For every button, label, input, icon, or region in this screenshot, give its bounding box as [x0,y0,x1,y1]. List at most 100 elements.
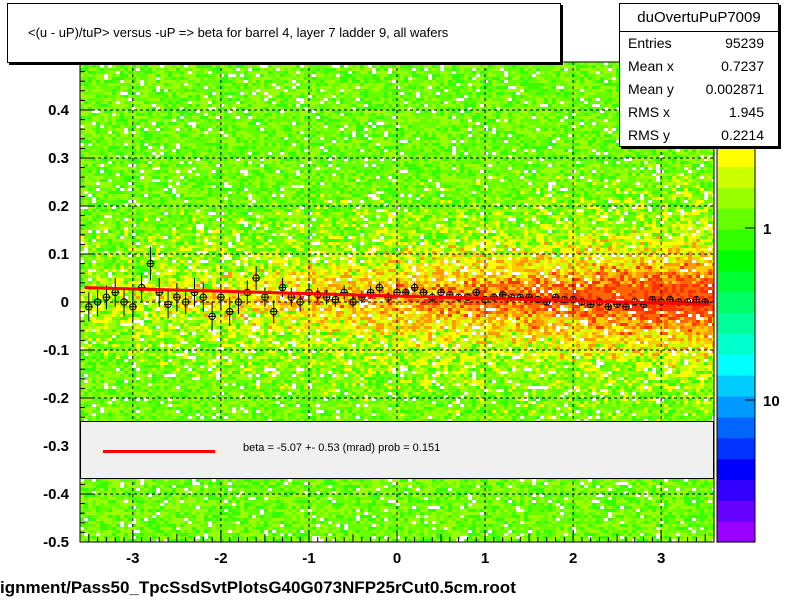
heatmap-cell [452,137,456,140]
heatmap-cell [572,86,576,89]
heatmap-cell [116,137,120,140]
heatmap-cell [156,125,160,128]
heatmap-cell [616,125,620,128]
heatmap-cell [276,68,280,71]
heatmap-cell [112,116,116,119]
heatmap-cell [80,155,84,158]
heatmap-cell [168,137,172,140]
heatmap-cell [176,143,180,146]
heatmap-cell [464,134,468,137]
heatmap-cell [456,113,460,116]
heatmap-cell [248,116,252,119]
heatmap-cell [304,128,308,131]
heatmap-cell [480,98,484,101]
heatmap-cell [312,116,316,119]
heatmap-cell [196,125,200,128]
heatmap-cell [472,152,476,155]
heatmap-cell [604,119,608,122]
heatmap-cell [536,104,540,107]
heatmap-cell [584,89,588,92]
heatmap-cell [348,137,352,140]
heatmap-cell [432,98,436,101]
heatmap-cell [500,89,504,92]
heatmap-cell [576,137,580,140]
heatmap-cell [372,95,376,98]
heatmap-cell [568,137,572,140]
heatmap-cell [608,143,612,146]
heatmap-cell [248,101,252,104]
heatmap-cell [560,83,564,86]
heatmap-cell [480,137,484,140]
heatmap-cell [524,113,528,116]
heatmap-cell [276,119,280,122]
heatmap-cell [536,74,540,77]
heatmap-cell [504,95,508,98]
heatmap-cell [208,68,212,71]
heatmap-cell [88,134,92,137]
heatmap-cell [660,146,664,149]
heatmap-cell [172,113,176,116]
heatmap-cell [260,95,264,98]
heatmap-cell [476,149,480,152]
heatmap-cell [644,149,648,152]
heatmap-cell [452,152,456,155]
heatmap-cell [304,74,308,77]
heatmap-cell [408,71,412,74]
heatmap-cell [172,95,176,98]
heatmap-cell [428,71,432,74]
heatmap-cell [120,95,124,98]
heatmap-cell [252,92,256,95]
heatmap-cell [304,107,308,110]
heatmap-cell [276,62,280,65]
heatmap-cell [108,92,112,95]
heatmap-cell [220,95,224,98]
heatmap-cell [532,62,536,65]
heatmap-cell [480,95,484,98]
heatmap-cell [500,71,504,74]
heatmap-cell [564,95,568,98]
heatmap-cell [264,77,268,80]
heatmap-cell [300,152,304,155]
heatmap-cell [168,62,172,65]
heatmap-cell [480,146,484,149]
heatmap-cell [540,92,544,95]
heatmap-cell [88,71,92,74]
heatmap-cell [328,101,332,104]
heatmap-cell [144,110,148,113]
heatmap-cell [488,74,492,77]
heatmap-cell [416,131,420,134]
heatmap-cell [368,110,372,113]
heatmap-cell [372,104,376,107]
heatmap-cell [224,137,228,140]
heatmap-cell [328,119,332,122]
heatmap-cell [164,86,168,89]
heatmap-cell [184,146,188,149]
heatmap-cell [140,68,144,71]
heatmap-cell [384,62,388,65]
heatmap-cell [80,152,84,155]
heatmap-cell [508,104,512,107]
heatmap-cell [220,122,224,125]
heatmap-cell [508,68,512,71]
heatmap-cell [220,62,224,65]
heatmap-cell [88,122,92,125]
heatmap-cell [348,146,352,149]
heatmap-cell [272,128,276,131]
heatmap-cell [352,134,356,137]
heatmap-cell [252,86,256,89]
heatmap-cell [576,68,580,71]
heatmap-cell [368,89,372,92]
heatmap-cell [500,107,504,110]
heatmap-cell [424,149,428,152]
heatmap-cell [616,89,620,92]
heatmap-cell [148,113,152,116]
heatmap-cell [220,107,224,110]
heatmap-cell [532,83,536,86]
heatmap-cell [380,80,384,83]
heatmap-cell [308,110,312,113]
heatmap-cell [508,62,512,65]
heatmap-cell [576,71,580,74]
heatmap-cell [500,92,504,95]
heatmap-cell [208,86,212,89]
heatmap-cell [252,125,256,128]
